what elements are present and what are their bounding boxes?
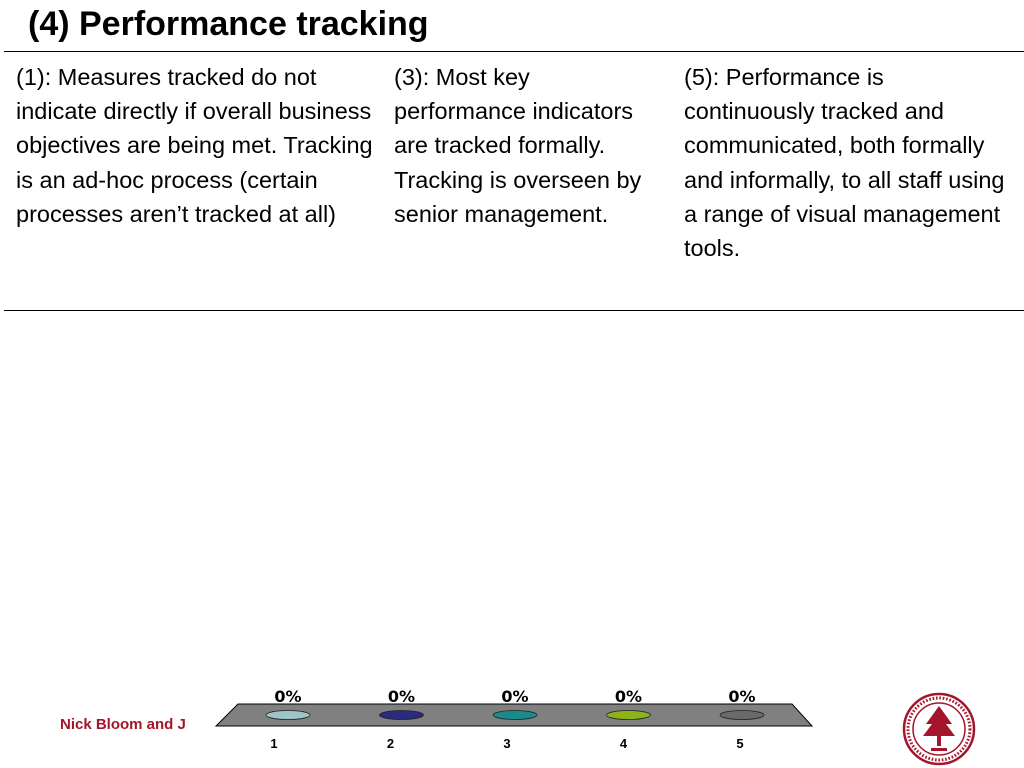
poll-category-label: 5 <box>736 736 743 751</box>
poll-value-label: 0% <box>388 687 415 706</box>
top-divider <box>4 51 1024 52</box>
footer-author: Nick Bloom and J <box>60 716 186 733</box>
poll-bar-top <box>265 710 311 720</box>
poll-bar-top <box>606 710 651 720</box>
poll-bar-top <box>492 710 538 720</box>
bottom-divider <box>4 310 1024 311</box>
poll-value-label: 0% <box>615 687 642 706</box>
poll-value-label: 0% <box>728 687 755 706</box>
poll-value-label: 0% <box>501 687 528 706</box>
poll-bar-top <box>719 710 765 720</box>
poll-value-label: 0% <box>274 687 301 706</box>
level-3-description: (3): Most key performance indicators are… <box>394 64 642 227</box>
level-5-description: (5): Performance is continuously tracked… <box>684 64 1005 262</box>
poll-category-label: 2 <box>387 736 394 751</box>
stanford-seal-icon <box>902 692 976 766</box>
poll-category-label: 1 <box>270 736 277 751</box>
poll-category-label: 3 <box>503 736 510 751</box>
level-1-description: (1): Measures tracked do not indicate di… <box>16 64 373 227</box>
slide-title: (4) Performance tracking <box>28 5 429 43</box>
poll-category-label: 4 <box>620 736 628 751</box>
poll-bar-top <box>379 710 424 720</box>
poll-chart: 0% 0% 0% 0% 0% 1 2 3 4 5 <box>214 687 814 751</box>
